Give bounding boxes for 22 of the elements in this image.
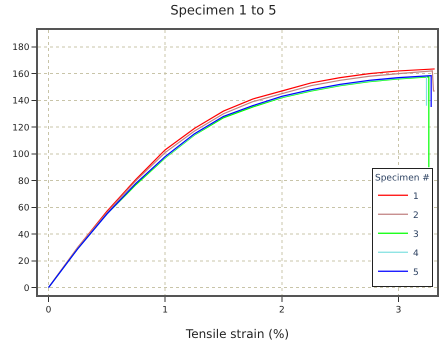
y-tick-label: 120 [12,123,30,134]
y-tick-label: 40 [18,230,30,240]
y-tick-label: 60 [18,204,30,214]
x-tick-label: 2 [278,306,285,316]
x-tick-label: 1 [162,306,168,316]
legend-label: 5 [413,268,419,278]
legend-label: 2 [413,210,419,221]
y-tick-label: 20 [18,257,30,268]
x-tick-label: 3 [396,306,402,316]
y-tick-label: 100 [12,150,30,160]
legend-title: Specimen # [375,174,430,184]
legend-label: 3 [413,230,419,240]
y-tick-label: 140 [12,96,30,107]
x-axis-title: Tensile strain (%) [184,326,290,341]
y-tick-label: 160 [12,70,30,80]
chart-title: Specimen 1 to 5 [170,3,277,18]
x-tick-label: 0 [46,306,52,316]
legend-label: 1 [413,192,419,202]
y-tick-label: 80 [18,176,30,187]
legend-label: 4 [413,248,420,259]
y-tick-label: 0 [24,284,30,294]
y-tick-label: 180 [12,43,30,54]
